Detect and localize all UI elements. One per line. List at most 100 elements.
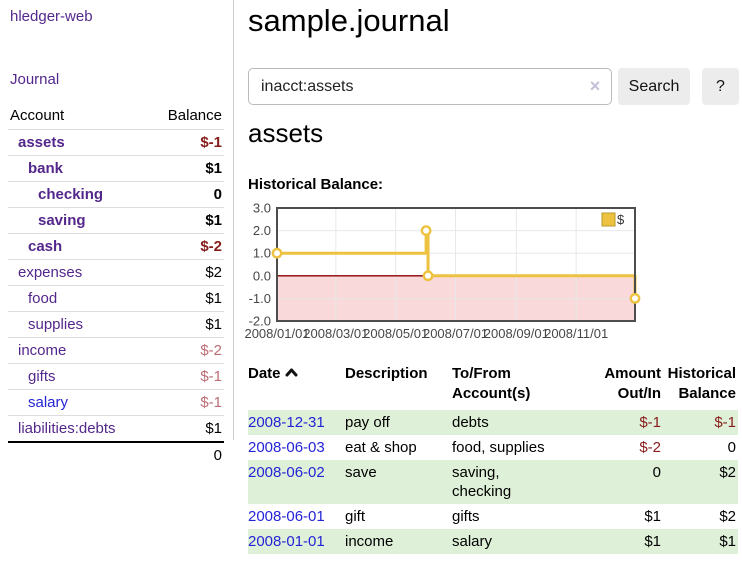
account-link-gifts[interactable]: gifts [28,368,56,385]
account-balance: $2 [149,259,224,286]
svg-text:3.0: 3.0 [253,201,271,216]
account-link-food[interactable]: food [28,290,58,307]
account-link-liabilities-debts[interactable]: liabilities:debts [18,420,116,437]
accounts-total: 0 [149,441,224,468]
svg-text:2.0: 2.0 [253,223,271,238]
register-row: 2008-06-01 gift gifts $1 $2 [248,504,738,529]
accounts-total-row: 0 [8,441,224,468]
transaction-date-link[interactable]: 2008-06-01 [248,508,325,525]
svg-text:2008/01/01: 2008/01/01 [244,326,309,341]
account-balance: $1 [149,207,224,234]
accounts-table: Account Balance assets $-1 bank $1 check… [8,104,224,468]
account-balance: $1 [149,311,224,338]
clear-search-icon[interactable]: × [589,76,601,96]
account-row: food $1 [8,285,224,312]
transaction-amount: $1 [593,529,663,554]
account-link-salary[interactable]: salary [28,394,69,411]
historical-balance-chart: $3.0 2.0 1.0 0.0 -1.0 -2.0 2008/01/01 2008/03/0… [244,201,678,353]
register-col-date[interactable]: Date [248,362,345,410]
account-link-income[interactable]: income [18,342,67,359]
transaction-description: save [345,460,452,504]
transaction-accounts: debts [452,410,593,435]
sidebar-item-journal[interactable]: Journal [10,71,60,88]
transaction-description: eat & shop [345,439,417,456]
register-table: Date Description To/From Account(s) Amou… [248,362,738,554]
sort-ascending-icon [285,364,298,384]
register-row: 2008-06-02 save saving, checking 0 $2 [248,460,738,504]
register-row: 2008-06-03 eat & shop food, supplies $-2… [248,435,738,460]
svg-text:2008/05/01: 2008/05/01 [363,326,428,341]
register-col-balance-line1: Historical [667,365,736,382]
account-row: bank $1 [8,155,224,182]
transaction-accounts: salary [452,529,593,554]
register-col-amount: Amount Out/In [593,362,663,410]
svg-text:2008/03/01: 2008/03/01 [303,326,368,341]
accounts-col-balance: Balance [167,107,222,124]
transaction-date-link[interactable]: 2008-01-01 [248,533,325,550]
register-col-accounts-line2: Account(s) [452,385,531,402]
account-link-cash[interactable]: cash [28,238,63,255]
svg-text:2008/11/01: 2008/11/01 [544,326,608,341]
accounts-col-account: Account [10,107,65,124]
register-col-description: Description [345,365,428,382]
transaction-date-link[interactable]: 2008-06-02 [248,464,325,481]
register-col-accounts: To/From Account(s) [452,362,593,410]
transaction-accounts: saving, checking [452,460,593,504]
app-title-link[interactable]: hledger-web [10,8,93,25]
account-link-supplies[interactable]: supplies [28,316,84,333]
account-balance: 0 [149,181,224,208]
account-balance: $-2 [149,233,224,260]
register-col-date-label: Date [248,365,281,382]
svg-text:0.0: 0.0 [253,268,271,283]
account-balance: $-1 [149,389,224,416]
transaction-amount: $-1 [593,410,663,435]
transaction-description: income [345,529,452,554]
help-button[interactable]: ? [702,68,739,105]
svg-text:$: $ [617,212,625,227]
account-balance: $1 [149,285,224,312]
account-row: income $-2 [8,337,224,364]
svg-text:1.0: 1.0 [253,246,271,261]
transaction-balance: $-1 [663,410,738,435]
transaction-accounts: food, supplies [452,439,545,456]
account-link-bank[interactable]: bank [28,160,64,177]
svg-text:-1.0: -1.0 [249,291,271,306]
search-input[interactable] [248,68,612,105]
transaction-description: gift [345,508,366,525]
account-row: saving $1 [8,207,224,234]
chart-title: Historical Balance: [248,176,384,193]
main-pane: sample.journal × Search ? assets Histori… [244,0,742,582]
account-link-checking[interactable]: checking [38,186,104,203]
account-row: gifts $-1 [8,363,224,390]
account-row: assets $-1 [8,129,224,156]
account-balance: $1 [149,415,224,442]
transaction-accounts: gifts [452,508,480,525]
search-button[interactable]: Search [618,68,690,105]
accounts-header-row: Account Balance [8,104,224,130]
transaction-balance: $2 [663,460,738,504]
sidebar-divider [233,0,234,440]
account-link-assets[interactable]: assets [18,134,65,151]
account-row: expenses $2 [8,259,224,286]
register-col-accounts-line1: To/From [452,365,511,382]
svg-text:2008/09/01: 2008/09/01 [484,326,549,341]
register-row: 2008-01-01 income salary $1 $1 [248,529,738,554]
transaction-amount: 0 [593,460,663,504]
register-header-row: Date Description To/From Account(s) Amou… [248,362,738,410]
register-col-amount-line2: Out/In [617,385,661,402]
register-col-balance: Historical Balance [663,362,738,410]
account-balance: $-2 [149,337,224,364]
transaction-date-link[interactable]: 2008-12-31 [248,414,325,431]
search-form: × Search ? [248,68,742,105]
account-link-saving[interactable]: saving [38,212,86,229]
transaction-description: pay off [345,410,452,435]
transaction-balance: 0 [727,439,736,456]
account-page-title: assets [248,118,324,148]
account-link-expenses[interactable]: expenses [18,264,83,281]
account-row: checking 0 [8,181,224,208]
account-row: liabilities:debts $1 [8,415,224,442]
chart-canvas: $3.0 2.0 1.0 0.0 -1.0 -2.02008/01/012008/03/0… [244,201,641,341]
account-balance: $-1 [149,129,224,156]
transaction-date-link[interactable]: 2008-06-03 [248,439,325,456]
register-col-balance-line2: Balance [678,385,736,402]
